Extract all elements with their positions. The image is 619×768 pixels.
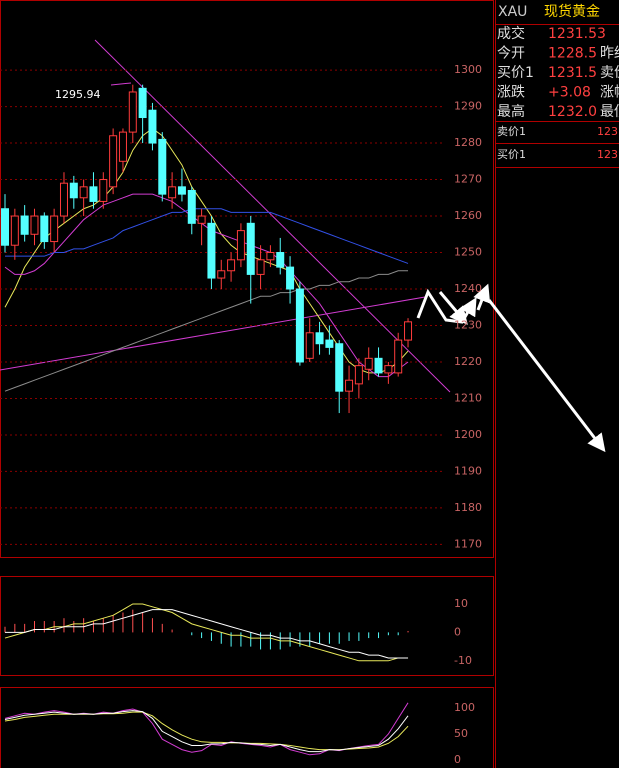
y-tick-label: 1180 — [454, 501, 482, 514]
y-tick-label: 1230 — [454, 318, 482, 331]
y-tick-label: 100 — [454, 701, 475, 714]
quote-label: 涨幅 — [600, 85, 619, 101]
candle-body — [99, 179, 108, 202]
y-tick-label: 1300 — [454, 63, 482, 76]
book-value: 123 — [597, 148, 618, 161]
candle-body — [20, 215, 29, 235]
quote-value: 1231.5 — [548, 65, 597, 81]
quote-label: 昨结 — [600, 46, 619, 62]
candle-body — [335, 343, 344, 392]
y-tick-label: 1210 — [454, 391, 482, 404]
name: 现货黄金 — [544, 3, 600, 20]
y-tick-label: 1290 — [454, 100, 482, 113]
candle-body — [50, 215, 59, 243]
y-tick-label: 1190 — [454, 464, 482, 477]
y-tick-label: 50 — [454, 727, 468, 740]
y-tick-label: 10 — [454, 597, 468, 610]
indicator-line — [4, 710, 409, 753]
y-tick-label: 1200 — [454, 428, 482, 441]
candle-body — [168, 186, 177, 199]
book-value: 123 — [597, 125, 618, 138]
y-tick-label: 1240 — [454, 282, 482, 295]
y-tick-label: 1260 — [454, 209, 482, 222]
y-tick-label: -10 — [454, 654, 472, 667]
candle-body — [217, 270, 226, 279]
candle-body — [364, 357, 373, 370]
indicator-line — [5, 609, 409, 659]
candle-body — [177, 186, 186, 195]
candle-body — [276, 252, 285, 268]
candle-body — [404, 321, 413, 341]
candle-body — [207, 222, 216, 279]
candle-body — [197, 215, 206, 224]
candle-body — [40, 215, 49, 243]
indicator-line — [4, 711, 409, 751]
book-label: 卖价1 — [497, 125, 526, 138]
indicator-line — [4, 127, 409, 374]
candle-body — [305, 332, 314, 359]
candle-body — [148, 109, 157, 144]
candle-body — [246, 222, 255, 275]
candle-body — [10, 215, 19, 246]
candle-body — [295, 288, 304, 363]
candle-body — [394, 339, 403, 374]
quote-label: 涨跌 — [497, 85, 525, 101]
candle-body — [227, 259, 236, 272]
trendlines — [0, 39, 451, 393]
candle-body — [59, 182, 68, 217]
quote-value: +3.08 — [548, 85, 591, 101]
candle-body — [325, 339, 334, 348]
quote-panel: XAU 现货黄金 成交 1231.53 今开 1228.5昨结买价1 1231.5卖价涨… — [497, 3, 619, 161]
peak-label: 1295.94 — [55, 88, 101, 101]
y-tick-label: 1270 — [454, 173, 482, 186]
candle-body — [89, 186, 98, 202]
indicator-line — [4, 603, 409, 662]
candle-body — [118, 131, 127, 162]
candle-body — [79, 186, 88, 199]
quote-value: 1228.5 — [548, 46, 597, 62]
arrows — [416, 283, 606, 453]
candle-body — [354, 365, 363, 385]
candle-body — [109, 135, 118, 188]
indicator-line — [5, 208, 409, 264]
candle-body — [128, 91, 137, 133]
quote-label: 买价1 — [497, 65, 534, 81]
candle-body — [315, 332, 324, 345]
candle-body — [286, 266, 295, 290]
quote-label: 最高 — [497, 103, 525, 120]
y-tick-label: 0 — [454, 753, 461, 766]
candle-body — [384, 365, 393, 374]
y-tick-label: 1280 — [454, 136, 482, 149]
quote-value: 1231.53 — [548, 26, 606, 42]
candle-body — [1, 208, 9, 246]
candle-body — [266, 252, 275, 261]
indicator-line — [4, 193, 409, 378]
candle-body — [374, 357, 383, 374]
candle-body — [256, 259, 265, 275]
indicator-line — [4, 702, 409, 756]
candle-body — [236, 230, 245, 261]
candle-body — [187, 189, 196, 224]
book-label: 买价1 — [497, 148, 526, 161]
quote-label: 成交 — [497, 25, 525, 42]
candle-body — [345, 379, 354, 392]
quote-label: 卖价 — [600, 65, 619, 81]
quote-label: 今开 — [497, 46, 525, 62]
indicator-line — [4, 270, 409, 392]
candle-body — [69, 182, 78, 199]
y-tick-label: 1250 — [454, 246, 482, 259]
y-tick-label: 1170 — [454, 537, 482, 550]
quote-value: 1232.0 — [548, 104, 597, 120]
quote-label: 最低 — [600, 104, 619, 120]
y-tick-label: 0 — [454, 625, 461, 638]
candle-body — [138, 87, 147, 119]
symbol: XAU — [498, 4, 527, 20]
candle-body — [158, 138, 167, 195]
candle-body — [30, 215, 39, 235]
y-tick-label: 1220 — [454, 355, 482, 368]
